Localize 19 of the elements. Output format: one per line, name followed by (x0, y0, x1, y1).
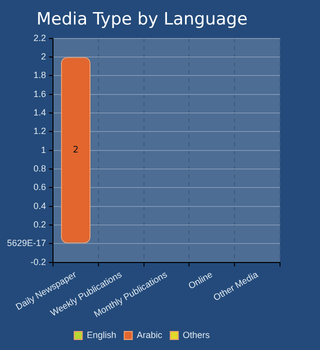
y-tick-label: 0.8 (34, 164, 46, 174)
chart-title: Media Type by Language (36, 10, 248, 30)
legend-label: English (86, 330, 116, 340)
y-tick-label: 0.6 (34, 182, 46, 192)
legend-label: Arabic (136, 330, 163, 340)
y-tick-label: 5629E-17 (6, 238, 46, 248)
y-tick-label: 1.2 (34, 126, 46, 136)
y-tick-label: 1 (41, 144, 46, 155)
y-tick-label: 0.4 (34, 200, 46, 211)
y-tick-label: 1.6 (34, 88, 46, 99)
y-tick-label: 2 (41, 52, 46, 62)
data-label: 2 (72, 145, 79, 156)
x-tick-label: Other Media (212, 269, 260, 303)
legend-label: Others (182, 330, 210, 340)
y-tick-label: 1.8 (34, 70, 46, 80)
y-tick-label: 2.2 (34, 32, 46, 43)
y-tick-label: -0.2 (30, 256, 46, 267)
y-tick-label: 0.2 (34, 220, 46, 230)
y-tick-label: 1.4 (34, 108, 46, 118)
